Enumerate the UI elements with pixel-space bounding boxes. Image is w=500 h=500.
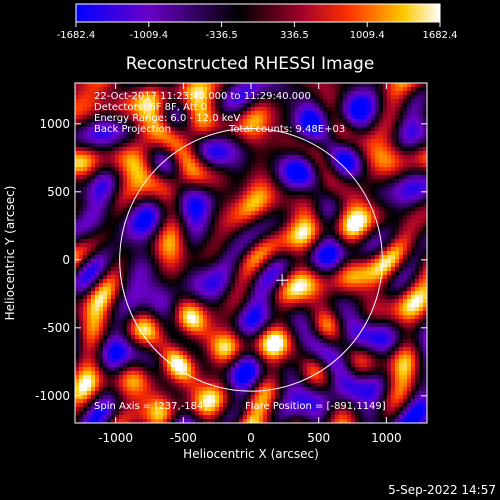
y-tick-label: -500 (43, 321, 70, 335)
y-tick-label: 1000 (39, 117, 70, 131)
y-tick-label: -1000 (35, 389, 70, 403)
chart-title: Reconstructed RHESSI Image (126, 54, 375, 74)
x-tick-label: -500 (170, 431, 197, 445)
annotation-time: 22-Oct-2017 11:23:40.000 to 11:29:40.000 (94, 91, 311, 102)
colorbar (75, 3, 441, 23)
x-tick-label: 500 (307, 431, 330, 445)
x-axis-label: Heliocentric X (arcsec) (183, 447, 319, 461)
annotation-energy: Energy Range: 6.0 - 12.0 keV (94, 113, 240, 124)
y-tick-label: 0 (62, 253, 70, 267)
heatmap-cells (75, 83, 427, 423)
x-tick-label: -1000 (98, 431, 133, 445)
colorbar-tick-label: 1682.4 (423, 30, 458, 41)
annotation-counts: Total counts: 9.48E+03 (228, 124, 345, 135)
timestamp: 5-Sep-2022 14:57 (388, 483, 496, 497)
flare-marker (276, 274, 289, 287)
colorbar-tick-label: -1009.4 (129, 30, 168, 41)
colorbar-tick-label: 336.5 (280, 30, 309, 41)
y-tick-label: 500 (47, 185, 70, 199)
image-area (75, 83, 427, 423)
annotation-detectors: Detectors: 6F 8F, Att 0 (94, 102, 207, 113)
colorbar-ticks: -1682.4 -1009.4 -336.5 336.5 1009.4 1682.4 (57, 22, 458, 41)
axes: -1000 -500 0 500 1000 -1000 -500 0 500 1000 (35, 83, 427, 445)
colorbar-tick-label: -1682.4 (57, 30, 96, 41)
colorbar-tick-label: -336.5 (205, 30, 237, 41)
x-tick-label: 1000 (371, 431, 402, 445)
y-axis-label: Heliocentric Y (arcsec) (3, 186, 17, 321)
annotation-method: Back Projection (94, 124, 171, 135)
annotation-flare-position: Flare Position = [-891,1149] (245, 401, 386, 412)
colorbar-tick-label: 1009.4 (350, 30, 385, 41)
solar-limb-circle (119, 127, 383, 392)
x-tick-label: 0 (247, 431, 255, 445)
annotation-spin-axis: Spin Axis = [237,-184] (94, 401, 207, 412)
